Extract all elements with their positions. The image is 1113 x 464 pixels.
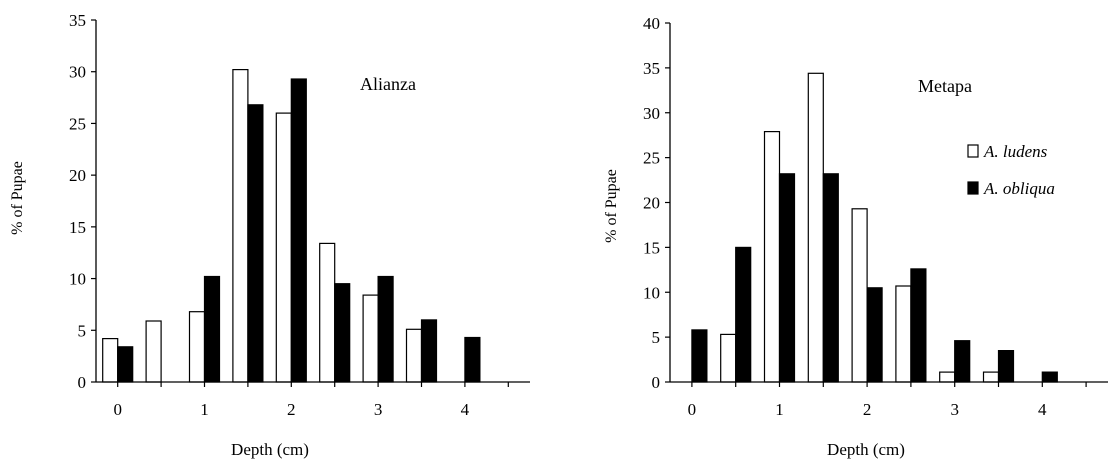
- legend-swatch-a-ludens: [967, 144, 979, 158]
- bar-alianza-s1-5: [334, 283, 351, 383]
- x-tick-label-alianza-0: 0: [113, 400, 122, 419]
- y-tick-label-alianza-4: 20: [69, 166, 86, 185]
- bar-alianza-s0-7: [405, 328, 423, 383]
- bars-metapa: [691, 72, 1058, 383]
- x-tick-label-metapa-0: 0: [688, 400, 697, 419]
- y-tick-label-metapa-5: 25: [643, 149, 660, 168]
- bar-metapa-s0-6: [939, 371, 956, 383]
- y-tick-label-metapa-8: 40: [643, 14, 660, 33]
- x-axis-label-metapa: Depth (cm): [827, 440, 905, 459]
- bar-metapa-s1-8: [1041, 371, 1058, 383]
- y-tick-label-metapa-7: 35: [643, 59, 660, 78]
- legend-item-a-ludens: A. ludens: [967, 142, 1048, 161]
- y-tick-label-alianza-0: 0: [78, 373, 87, 392]
- bar-alianza-s1-8: [464, 336, 481, 383]
- bar-metapa-s1-3: [822, 173, 839, 383]
- y-tick-label-alianza-2: 10: [69, 270, 86, 289]
- bar-metapa-s1-0: [691, 329, 708, 383]
- y-axis-label-metapa: % of Pupae: [603, 169, 620, 243]
- bar-alianza-s0-5: [319, 242, 336, 383]
- y-tick-label-alianza-3: 15: [69, 218, 86, 237]
- bar-alianza-s1-4: [290, 78, 307, 383]
- bar-alianza-s1-2: [203, 275, 221, 383]
- legend-swatch-a-obliqua: [967, 181, 979, 195]
- y-tick-label-alianza-1: 5: [78, 321, 87, 340]
- y-tick-label-metapa-0: 0: [652, 373, 661, 392]
- x-tick-label-metapa-4: 4: [1038, 400, 1047, 419]
- bar-alianza-s0-1: [145, 320, 162, 383]
- x-tick-label-alianza-4: 4: [461, 400, 470, 419]
- bar-metapa-s1-5: [910, 268, 927, 383]
- bar-alianza-s1-3: [247, 104, 264, 383]
- x-tick-label-metapa-1: 1: [775, 400, 784, 419]
- bar-alianza-s0-2: [188, 311, 206, 383]
- bar-metapa-s1-1: [735, 246, 752, 383]
- bar-alianza-s1-0: [117, 346, 134, 383]
- x-tick-label-metapa-2: 2: [863, 400, 872, 419]
- ticks-alianza: 0 5 10 15 20 25 30 35 0 1 2 3 4: [69, 11, 509, 419]
- x-axis-label-alianza: Depth (cm): [231, 440, 309, 459]
- x-tick-label-alianza-2: 2: [287, 400, 296, 419]
- bar-metapa-s1-2: [778, 173, 796, 383]
- axes-alianza: [95, 20, 530, 383]
- y-tick-label-alianza-6: 30: [69, 63, 86, 82]
- y-tick-label-metapa-2: 10: [643, 283, 660, 302]
- bar-metapa-s0-4: [851, 208, 868, 383]
- y-tick-label-alianza-5: 25: [69, 114, 86, 133]
- legend-label-a-ludens: A. ludens: [983, 142, 1048, 161]
- bar-metapa-s0-3: [807, 72, 824, 383]
- bar-metapa-s0-5: [895, 285, 912, 383]
- y-tick-label-metapa-4: 20: [643, 194, 660, 213]
- bar-metapa-s1-7: [997, 350, 1015, 383]
- bar-alianza-s1-6: [377, 275, 394, 383]
- bar-metapa-s1-4: [866, 287, 883, 383]
- y-tick-label-metapa-1: 5: [652, 328, 661, 347]
- bars-alianza: [102, 68, 481, 383]
- bar-metapa-s0-1: [720, 333, 737, 383]
- bar-alianza-s0-4: [275, 112, 292, 383]
- bar-alianza-s0-0: [102, 338, 119, 383]
- y-tick-label-metapa-3: 15: [643, 238, 660, 257]
- chart-title-alianza: Alianza: [360, 74, 416, 94]
- y-tick-label-metapa-6: 30: [643, 104, 660, 123]
- x-tick-label-alianza-3: 3: [374, 400, 383, 419]
- bar-metapa-s0-2: [763, 131, 781, 383]
- bar-alianza-s0-6: [362, 294, 379, 383]
- legend: A. ludens A. obliqua: [967, 142, 1055, 198]
- ticks-metapa: 0 5 10 15 20 25 30 35 40 0 1 2 3 4: [643, 14, 1087, 419]
- chart-title-metapa: Metapa: [918, 76, 972, 96]
- bar-alianza-s1-7: [420, 319, 438, 383]
- x-tick-label-metapa-3: 3: [950, 400, 959, 419]
- y-axis-label-alianza: % of Pupae: [9, 161, 26, 235]
- bar-metapa-s1-6: [954, 340, 971, 383]
- bar-metapa-s0-7: [982, 371, 1000, 383]
- x-tick-label-alianza-1: 1: [200, 400, 209, 419]
- legend-label-a-obliqua: A. obliqua: [983, 179, 1055, 198]
- bar-alianza-s0-3: [232, 68, 249, 383]
- legend-item-a-obliqua: A. obliqua: [967, 179, 1055, 198]
- chart-alianza: 0 5 10 15 20 25 30 35 0 1 2 3 4 Alianza % of Pupae D…: [9, 11, 530, 459]
- y-tick-label-alianza-7: 35: [69, 11, 86, 30]
